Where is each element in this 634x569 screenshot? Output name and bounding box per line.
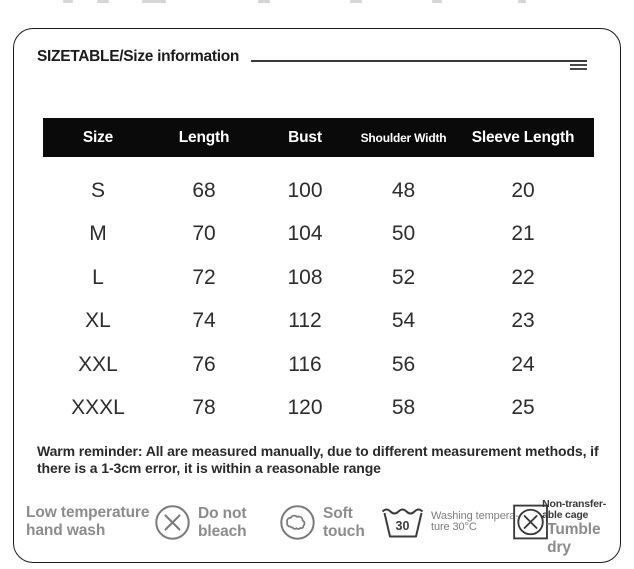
value-cell: 25: [511, 396, 535, 420]
crop-artifact: [63, 0, 73, 3]
column-header-bust: Bust: [288, 128, 322, 146]
table-row: XXXL 78 120 58 25: [43, 387, 594, 431]
value-cell: 74: [192, 309, 216, 333]
value-cell: 72: [192, 265, 216, 289]
title-divider: [251, 58, 587, 72]
size-cell: XXXL: [71, 396, 125, 420]
value-cell: 50: [391, 222, 416, 246]
care-item-label: Do not bleach: [198, 504, 247, 540]
value-cell: 58: [391, 396, 416, 420]
table-header-row: Size Length Bust Shoulder Width Sleeve Lengt…: [43, 118, 594, 157]
crop-artifact: [258, 0, 270, 3]
soft-touch-icon: [280, 505, 315, 540]
table-row: XL 74 112 54 23: [43, 300, 594, 344]
table-row: XXL 76 116 56 24: [43, 343, 594, 387]
warm-reminder-text: Warm reminder: All are measured manually…: [37, 443, 599, 476]
crop-artifact: [432, 0, 442, 3]
value-cell: 54: [391, 309, 416, 333]
table-body: S 68 100 48 20 M 70 104 50 21 L 72 108 52 22 XL 74 112 54 2…: [43, 169, 594, 430]
care-item-do-not-bleach: Do not bleach: [154, 504, 254, 541]
column-header-shoulder-width: Shoulder Width: [360, 130, 447, 145]
value-cell: 104: [287, 222, 323, 246]
value-cell: 21: [511, 222, 535, 246]
care-item-washing-temperature: 30 Washing tempera- ture 30°C: [381, 504, 519, 540]
care-item-label-line: Washing tempera-: [431, 509, 519, 522]
page-title: SIZETABLE/Size information: [37, 48, 240, 65]
value-cell: 100: [287, 178, 323, 202]
temperature-value: 30: [396, 519, 410, 533]
value-cell: 120: [287, 396, 323, 420]
do-not-bleach-icon: [155, 505, 190, 540]
table-row: S 68 100 48 20: [43, 169, 594, 213]
column-header-length: Length: [178, 128, 230, 146]
washing-temperature-icon: 30: [381, 508, 424, 538]
value-cell: 116: [288, 352, 322, 376]
value-cell: 112: [288, 309, 322, 333]
care-item-label: Tumble dry: [547, 521, 601, 556]
care-item-label: Low temperature hand wash: [26, 504, 150, 539]
care-item-label: Washing tempera- ture 30°C: [431, 509, 519, 534]
care-item-note-line: able cage: [542, 508, 589, 521]
care-item-text: Non-transfer- able cage Tumble dry: [542, 499, 622, 557]
rule-line: [251, 60, 587, 62]
size-table: Size Length Bust Shoulder Width Sleeve Lengt…: [43, 118, 594, 430]
value-cell: 20: [511, 178, 535, 202]
care-item-label-line: ture 30°C: [431, 521, 477, 533]
column-header-sleeve-length: Sleeve Length: [471, 128, 575, 146]
column-header-size: Size: [82, 128, 114, 146]
title-row: SIZETABLE/Size information: [37, 49, 587, 72]
size-chart-card: SIZETABLE/Size information Size Length Bus…: [13, 28, 621, 563]
size-cell: XXL: [78, 352, 118, 376]
care-item-tumble-dry: Non-transfer- able cage Tumble dry: [513, 499, 622, 557]
crop-artifact: [350, 0, 362, 3]
value-cell: 22: [511, 265, 535, 289]
care-item-hand-wash: Low temperature hand wash: [26, 504, 150, 540]
value-cell: 48: [391, 178, 416, 202]
value-cell: 70: [192, 222, 216, 246]
care-item-note-line: Non-transfer-: [542, 498, 607, 510]
table-row: L 72 108 52 22: [43, 256, 594, 300]
table-row: M 70 104 50 21: [43, 213, 594, 257]
no-tumble-dry-icon: [513, 504, 548, 540]
size-cell: S: [90, 178, 105, 202]
care-item-soft-touch: Soft touch: [279, 504, 373, 541]
care-item-note: Non-transfer- able cage: [542, 499, 622, 520]
value-cell: 23: [511, 309, 535, 333]
crop-artifact: [142, 0, 166, 3]
crop-artifact: [518, 0, 526, 3]
equals-icon: [570, 64, 587, 71]
care-item-label: Soft touch: [323, 504, 365, 540]
value-cell: 52: [391, 265, 416, 289]
value-cell: 76: [192, 352, 216, 376]
size-cell: M: [89, 222, 107, 246]
crop-artifact: [97, 0, 109, 3]
value-cell: 78: [192, 396, 216, 420]
size-cell: XL: [85, 309, 111, 333]
value-cell: 56: [391, 352, 416, 376]
size-cell: L: [92, 265, 104, 289]
value-cell: 24: [511, 352, 535, 376]
value-cell: 108: [287, 265, 323, 289]
care-instructions-row: Low temperature hand wash Do not bleach …: [14, 499, 622, 556]
value-cell: 68: [192, 178, 216, 202]
